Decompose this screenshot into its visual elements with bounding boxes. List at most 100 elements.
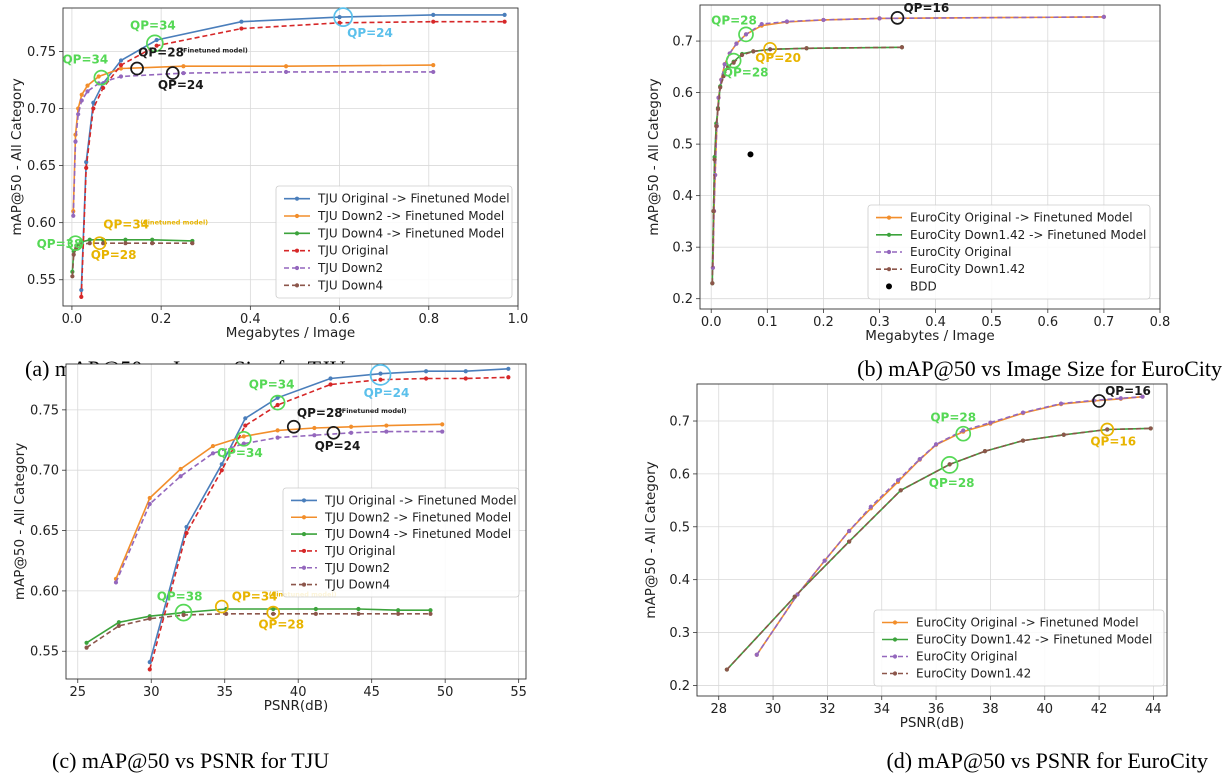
- data-point: [1101, 14, 1107, 19]
- annotation-marker: [93, 69, 110, 86]
- y-axis-label: mAP@50 - All Category: [646, 78, 662, 235]
- y-tick-label: 0.60: [30, 584, 59, 599]
- legend-label: TJU Down4 -> Finetuned Model: [324, 527, 511, 541]
- data-point: [899, 45, 905, 50]
- y-tick-label: 0.7: [672, 35, 693, 50]
- data-point: [506, 366, 511, 371]
- series-eurocity-original-line: [756, 395, 1143, 656]
- data-point: [87, 237, 92, 242]
- chart-c: 25 30 35 40 45 50 55 0.55 0.60 0.65 0.70 0.75 PSNR(d…: [12, 363, 527, 773]
- data-point: [150, 237, 155, 242]
- y-tick-label: 0.4: [672, 189, 693, 204]
- legend-label: EuroCity Down1.42 -> Finetuned Model: [910, 228, 1146, 242]
- data-point: [724, 667, 729, 672]
- legend-swatch-marker: [892, 637, 898, 642]
- data-point: [181, 70, 186, 76]
- legend-label: TJU Down2 -> Finetuned Model: [324, 510, 511, 524]
- series-eurocity-down1-42-line: [726, 427, 1151, 671]
- annotation-marker: [286, 419, 301, 434]
- data-point: [101, 85, 106, 91]
- data-point: [917, 456, 922, 462]
- annotation-label: QP=24: [158, 78, 204, 92]
- annotation-label: QP=34: [62, 53, 108, 67]
- legend: TJU Original -> Finetuned Model TJU Down2…: [275, 185, 513, 299]
- data-point: [423, 376, 429, 381]
- legend-swatch-marker: [301, 515, 307, 520]
- data-point: [1148, 426, 1153, 431]
- data-point: [118, 74, 124, 79]
- plot-series: [70, 12, 507, 299]
- legend-label: EuroCity Down1.42 -> Finetuned Model: [916, 633, 1152, 647]
- x-tick-label: 0.8: [418, 312, 439, 327]
- data-point: [79, 287, 84, 293]
- data-point: [502, 12, 507, 17]
- annotation-marker: [725, 52, 742, 69]
- data-point: [711, 209, 716, 214]
- data-point: [71, 213, 76, 218]
- data-point: [224, 611, 229, 616]
- annotation-label: QP=28: [138, 46, 184, 60]
- data-point: [147, 616, 152, 621]
- y-tick-label: 0.6: [669, 467, 690, 482]
- plot-series: [724, 394, 1153, 672]
- annotation-sublabel: (Finetuned model): [339, 407, 407, 415]
- legend-box: [282, 487, 520, 598]
- data-point: [118, 58, 124, 63]
- legend-item: EuroCity Down1.42: [876, 262, 1025, 276]
- data-point: [712, 157, 717, 162]
- data-point: [239, 19, 244, 24]
- annotation-marker: [269, 394, 286, 411]
- data-point: [721, 74, 726, 79]
- legend-label: TJU Down4 -> Finetuned Model: [317, 226, 504, 240]
- legend-swatch-marker: [886, 267, 892, 272]
- legend-item: EuroCity Original -> Finetuned Model: [876, 211, 1133, 225]
- x-axis-label: PSNR(dB): [900, 715, 965, 731]
- data-point: [271, 611, 276, 616]
- y-tick-label: 0.2: [672, 292, 693, 307]
- data-point: [181, 612, 186, 618]
- data-point: [283, 69, 289, 75]
- data-point: [271, 606, 276, 612]
- annotation-marker: [146, 34, 164, 53]
- data-point: [150, 241, 155, 246]
- x-tick-label: 55: [510, 685, 527, 700]
- x-tick-label: 32: [819, 702, 836, 717]
- data-point: [113, 580, 119, 585]
- legend-swatch-marker: [294, 196, 300, 201]
- data-point: [428, 611, 433, 616]
- data-point: [239, 26, 244, 31]
- data-point: [178, 474, 183, 479]
- data-point: [396, 611, 401, 616]
- data-point: [431, 19, 436, 24]
- legend-label: TJU Down2: [324, 561, 390, 575]
- legend-box: [867, 204, 1151, 300]
- annotation-sublabel: (Finetuned model): [140, 219, 208, 227]
- x-tick-label: 0.4: [925, 315, 946, 330]
- y-tick-label: 0.60: [27, 216, 56, 231]
- data-point: [79, 92, 84, 97]
- x-tick-label: 25: [69, 685, 86, 700]
- data-point: [313, 611, 318, 616]
- data-point: [982, 449, 988, 454]
- legend-swatch-marker: [301, 531, 307, 537]
- x-tick-label: 36: [928, 702, 945, 717]
- data-point: [431, 69, 436, 75]
- annotation-marker: [165, 66, 180, 80]
- series-tju-down2-line: [115, 430, 443, 583]
- axes-frame: [65, 363, 527, 680]
- legend-item: TJU Original: [284, 244, 388, 258]
- annotation-label: QP=20: [755, 51, 801, 65]
- data-point: [784, 19, 790, 24]
- annotation-marker: [326, 425, 341, 440]
- y-tick-label: 0.65: [27, 159, 56, 174]
- x-tick-label: 40: [1036, 702, 1053, 717]
- data-point: [384, 429, 389, 434]
- data-point: [1118, 396, 1123, 401]
- legend-label: TJU Down4: [317, 278, 383, 292]
- series-tju-down2-finetuned-model-line: [72, 64, 434, 212]
- data-point: [91, 106, 96, 111]
- legend-label: TJU Original: [324, 544, 395, 558]
- annotation-label: QP=28: [929, 476, 975, 490]
- x-tick-label: 0.0: [701, 315, 722, 330]
- data-point: [378, 377, 383, 382]
